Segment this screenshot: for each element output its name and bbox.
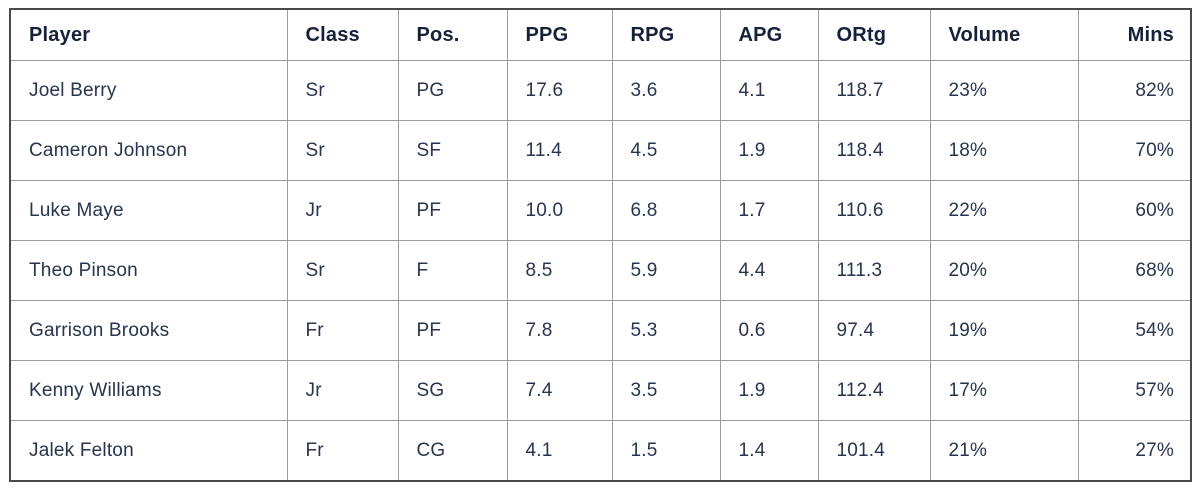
cell-garrison-brooks-ppg: 7.8: [506, 300, 613, 361]
cell-joel-berry-ppg: 17.6: [506, 60, 613, 121]
cell-joel-berry-volume: 23%: [929, 60, 1079, 121]
cell-jalek-felton-volume: 21%: [929, 420, 1079, 482]
table-row-jalek-felton: Jalek Felton Fr CG 4.1 1.5 1.4 101.4 21% 27%: [9, 420, 1192, 482]
cell-theo-pinson-rpg: 5.9: [611, 240, 721, 301]
column-header-mins: Mins: [1077, 8, 1192, 61]
cell-theo-pinson-ortg: 111.3: [817, 240, 931, 301]
cell-joel-berry-rpg: 3.6: [611, 60, 721, 121]
cell-garrison-brooks-ortg: 97.4: [817, 300, 931, 361]
cell-luke-maye-ortg: 110.6: [817, 180, 931, 241]
table-row-luke-maye: Luke Maye Jr PF 10.0 6.8 1.7 110.6 22% 60%: [9, 180, 1192, 241]
cell-joel-berry-ortg: 118.7: [817, 60, 931, 121]
cell-luke-maye-ppg: 10.0: [506, 180, 613, 241]
header-row: Player Class Pos. PPG RPG APG ORtg Volume Mins: [9, 8, 1192, 61]
cell-garrison-brooks-apg: 0.6: [719, 300, 819, 361]
cell-joel-berry-mins: 82%: [1077, 60, 1192, 121]
cell-luke-maye-mins: 60%: [1077, 180, 1192, 241]
column-header-pos: Pos.: [397, 8, 508, 61]
cell-kenny-williams-rpg: 3.5: [611, 360, 721, 421]
cell-garrison-brooks-rpg: 5.3: [611, 300, 721, 361]
cell-cameron-johnson-volume: 18%: [929, 120, 1079, 181]
cell-theo-pinson-apg: 4.4: [719, 240, 819, 301]
column-header-apg: APG: [719, 8, 819, 61]
cell-theo-pinson-ppg: 8.5: [506, 240, 613, 301]
cell-jalek-felton-rpg: 1.5: [611, 420, 721, 482]
cell-kenny-williams-ppg: 7.4: [506, 360, 613, 421]
cell-luke-maye-class: Jr: [286, 180, 399, 241]
cell-cameron-johnson-class: Sr: [286, 120, 399, 181]
cell-luke-maye-rpg: 6.8: [611, 180, 721, 241]
cell-cameron-johnson-ppg: 11.4: [506, 120, 613, 181]
column-header-ppg: PPG: [506, 8, 613, 61]
cell-luke-maye-volume: 22%: [929, 180, 1079, 241]
column-header-rpg: RPG: [611, 8, 721, 61]
player-stats-table: Player Class Pos. PPG RPG APG ORtg Volume Mins J…: [9, 8, 1192, 482]
cell-joel-berry-player: Joel Berry: [9, 60, 288, 121]
cell-kenny-williams-class: Jr: [286, 360, 399, 421]
cell-kenny-williams-mins: 57%: [1077, 360, 1192, 421]
cell-theo-pinson-volume: 20%: [929, 240, 1079, 301]
table-row-kenny-williams: Kenny Williams Jr SG 7.4 3.5 1.9 112.4 17% 57%: [9, 360, 1192, 421]
cell-kenny-williams-ortg: 112.4: [817, 360, 931, 421]
cell-theo-pinson-pos: F: [397, 240, 508, 301]
column-header-player: Player: [9, 8, 288, 61]
table-row-theo-pinson: Theo Pinson Sr F 8.5 5.9 4.4 111.3 20% 68%: [9, 240, 1192, 301]
cell-garrison-brooks-mins: 54%: [1077, 300, 1192, 361]
cell-jalek-felton-ppg: 4.1: [506, 420, 613, 482]
cell-theo-pinson-class: Sr: [286, 240, 399, 301]
column-header-class: Class: [286, 8, 399, 61]
cell-garrison-brooks-class: Fr: [286, 300, 399, 361]
cell-cameron-johnson-rpg: 4.5: [611, 120, 721, 181]
cell-theo-pinson-mins: 68%: [1077, 240, 1192, 301]
cell-cameron-johnson-player: Cameron Johnson: [9, 120, 288, 181]
column-header-volume: Volume: [929, 8, 1079, 61]
cell-garrison-brooks-player: Garrison Brooks: [9, 300, 288, 361]
cell-jalek-felton-class: Fr: [286, 420, 399, 482]
cell-joel-berry-apg: 4.1: [719, 60, 819, 121]
cell-joel-berry-class: Sr: [286, 60, 399, 121]
cell-jalek-felton-apg: 1.4: [719, 420, 819, 482]
cell-kenny-williams-player: Kenny Williams: [9, 360, 288, 421]
cell-jalek-felton-player: Jalek Felton: [9, 420, 288, 482]
column-header-ortg: ORtg: [817, 8, 931, 61]
cell-kenny-williams-apg: 1.9: [719, 360, 819, 421]
cell-kenny-williams-pos: SG: [397, 360, 508, 421]
cell-kenny-williams-volume: 17%: [929, 360, 1079, 421]
cell-cameron-johnson-ortg: 118.4: [817, 120, 931, 181]
table-row-garrison-brooks: Garrison Brooks Fr PF 7.8 5.3 0.6 97.4 19% 54%: [9, 300, 1192, 361]
cell-jalek-felton-mins: 27%: [1077, 420, 1192, 482]
cell-joel-berry-pos: PG: [397, 60, 508, 121]
cell-jalek-felton-pos: CG: [397, 420, 508, 482]
cell-garrison-brooks-volume: 19%: [929, 300, 1079, 361]
table-row-cameron-johnson: Cameron Johnson Sr SF 11.4 4.5 1.9 118.4 18% 70%: [9, 120, 1192, 181]
cell-cameron-johnson-pos: SF: [397, 120, 508, 181]
cell-jalek-felton-ortg: 101.4: [817, 420, 931, 482]
table-row-joel-berry: Joel Berry Sr PG 17.6 3.6 4.1 118.7 23% 82%: [9, 60, 1192, 121]
table-body: Joel Berry Sr PG 17.6 3.6 4.1 118.7 23% 82% Camer…: [9, 60, 1192, 482]
cell-cameron-johnson-mins: 70%: [1077, 120, 1192, 181]
cell-luke-maye-player: Luke Maye: [9, 180, 288, 241]
cell-cameron-johnson-apg: 1.9: [719, 120, 819, 181]
cell-theo-pinson-player: Theo Pinson: [9, 240, 288, 301]
cell-luke-maye-apg: 1.7: [719, 180, 819, 241]
cell-garrison-brooks-pos: PF: [397, 300, 508, 361]
cell-luke-maye-pos: PF: [397, 180, 508, 241]
